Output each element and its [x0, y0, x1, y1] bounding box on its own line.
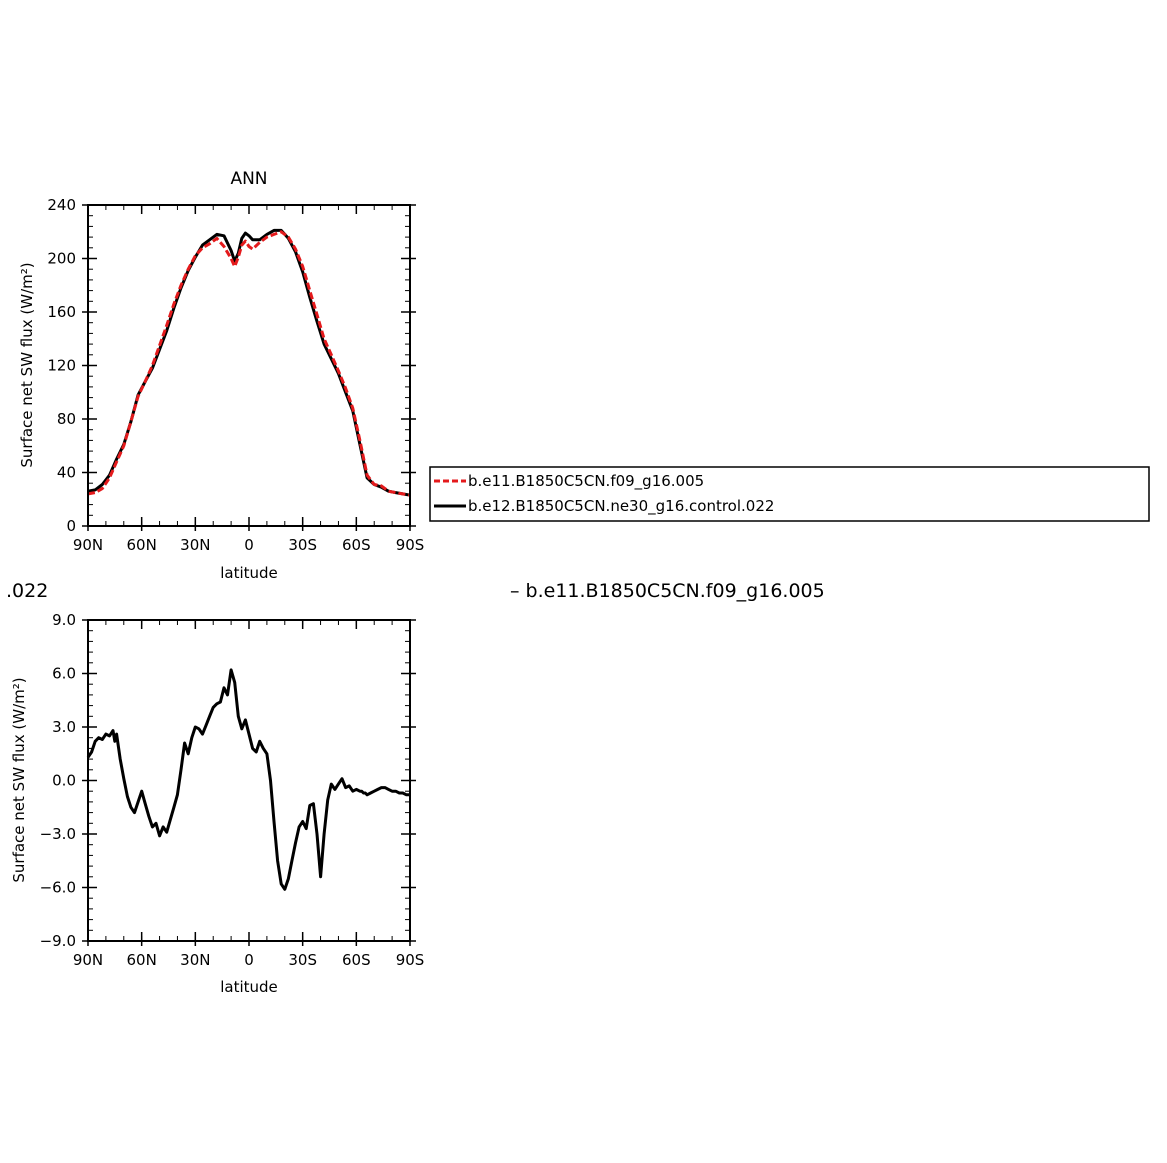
legend-entry-2: b.e12.B1850C5CN.ne30_g16.control.022 — [468, 497, 774, 516]
top-panel-ytick-label: 120 — [47, 357, 76, 375]
bottom-panel-xtick-label: 60S — [342, 951, 371, 969]
bottom-panel-ytick-label: −9.0 — [40, 932, 76, 950]
top-panel-ytick-label: 80 — [57, 410, 76, 428]
top-panel-xtick-label: 0 — [244, 536, 254, 554]
top-panel-xtick-label: 30N — [180, 536, 210, 554]
bottom-panel-series — [86, 668, 410, 891]
top-panel-title: ANN — [230, 169, 267, 189]
bottom-panel-ytick-label: 6.0 — [52, 665, 76, 683]
top-panel-ytick-label: 200 — [47, 250, 76, 268]
bottom-panel-xtick-label: 30S — [288, 951, 317, 969]
top-panel-xlabel: latitude — [220, 564, 278, 582]
bottom-panel-xtick-label: 0 — [244, 951, 254, 969]
fragment-left: .022 — [6, 580, 48, 602]
bottom-panel-ytick-label: 3.0 — [52, 718, 76, 736]
bottom-panel-ylabel: Surface net SW flux (W/m²) — [10, 677, 28, 882]
bottom-panel-xtick-label: 30N — [180, 951, 210, 969]
bottom-panel-series-line-1 — [86, 668, 410, 891]
top-panel-xtick-label: 90N — [73, 536, 103, 554]
fragment-right: – b.e11.B1850C5CN.f09_g16.005 — [510, 580, 825, 602]
top-panel-frame — [87, 204, 411, 527]
bottom-panel-xtick-label: 60N — [127, 951, 157, 969]
top-panel-xtick-label: 30S — [288, 536, 317, 554]
top-panel: ANN 90N 60N 30N 0 30S 60S 90S 0 40 80 120 160 200 240… — [18, 169, 424, 582]
top-panel-ytick-label: 240 — [47, 196, 76, 214]
top-panel-ytick-label: 0 — [66, 517, 76, 535]
bottom-panel-ytick-label: 0.0 — [52, 772, 76, 790]
top-panel-ytick-label: 160 — [47, 303, 76, 321]
legend-box — [429, 466, 1150, 522]
top-panel-ticks: 90N 60N 30N 0 30S 60S 90S 0 40 80 120 160 200 240 — [47, 196, 424, 554]
bottom-panel-ticks: 90N 60N 30N 0 30S 60S 90S −9.0 −6.0 −3.0 0.0 3.0 6.0… — [40, 611, 425, 969]
top-panel-ytick-label: 40 — [57, 464, 76, 482]
legend-entry-1: b.e11.B1850C5CN.f09_g16.005 — [468, 472, 704, 491]
legend: b.e11.B1850C5CN.f09_g16.005 b.e12.B1850C… — [429, 466, 1150, 522]
top-panel-ylabel: Surface net SW flux (W/m²) — [18, 262, 36, 467]
bottom-panel-xtick-label: 90N — [73, 951, 103, 969]
top-panel-xtick-label: 90S — [396, 536, 425, 554]
top-panel-series-line-1 — [87, 230, 411, 497]
top-panel-xtick-label: 60N — [127, 536, 157, 554]
bottom-panel-xlabel: latitude — [220, 978, 278, 996]
bottom-panel-ytick-label: 9.0 — [52, 611, 76, 629]
top-panel-series — [87, 228, 411, 497]
bottom-panel-xtick-label: 90S — [396, 951, 425, 969]
bottom-panel-ytick-label: −3.0 — [40, 825, 76, 843]
top-panel-xtick-label: 60S — [342, 536, 371, 554]
bottom-panel-ytick-label: −6.0 — [40, 879, 76, 897]
bottom-panel: 90N 60N 30N 0 30S 60S 90S −9.0 −6.0 −3.0 0.0 3.0 6.0… — [10, 611, 424, 996]
bottom-panel-frame — [87, 619, 411, 942]
